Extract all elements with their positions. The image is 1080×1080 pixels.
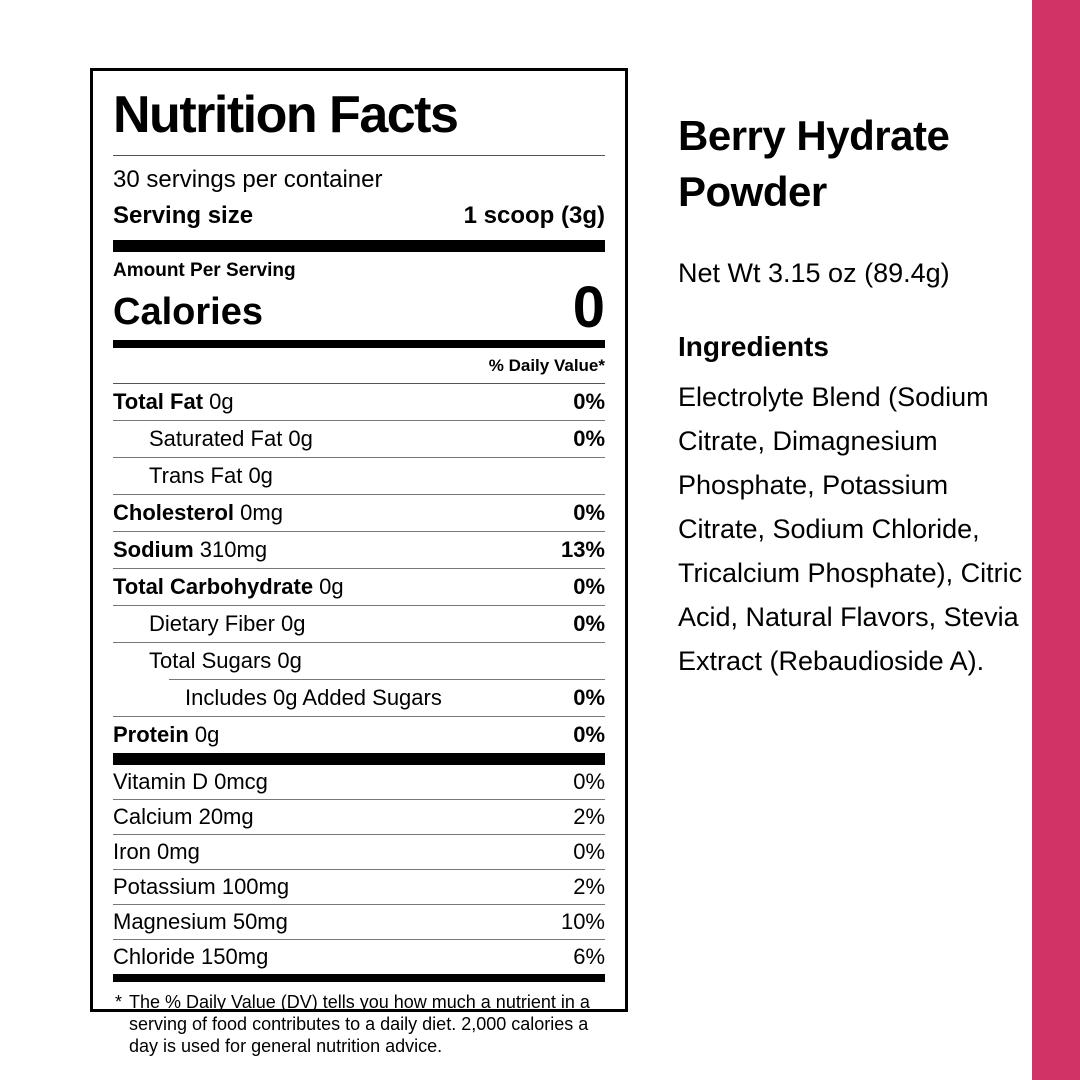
nutrient-daily-value: 0%	[573, 574, 605, 600]
nutrient-row: Includes 0g Added Sugars 0%	[113, 680, 605, 716]
nutrient-row: Dietary Fiber 0g 0%	[113, 606, 605, 642]
nutrient-row: Saturated Fat 0g 0%	[113, 421, 605, 457]
nutrient-daily-value: 0%	[573, 389, 605, 415]
product-info: Berry Hydrate Powder Net Wt 3.15 oz (89.…	[678, 108, 1030, 683]
nutrient-name: Saturated Fat 0g	[149, 426, 313, 452]
net-weight: Net Wt 3.15 oz (89.4g)	[678, 257, 950, 288]
serving-size-value: 1 scoop (3g)	[463, 202, 605, 229]
nutrient-row: Vitamin D 0mcg 0%	[113, 765, 605, 799]
nutrient-name: Total Fat 0g	[113, 389, 234, 415]
nutrient-row: Magnesium 50mg 10%	[113, 905, 605, 939]
row-divider	[113, 605, 605, 607]
nutrient-daily-value: 13%	[560, 537, 605, 563]
thick-bar	[113, 753, 605, 766]
product-name: Berry Hydrate Powder	[678, 112, 950, 215]
nutrient-name: Protein 0g	[113, 722, 220, 748]
nutrient-name: Dietary Fiber 0g	[149, 611, 306, 637]
row-divider	[113, 642, 605, 644]
nutrient-row: Total Carbohydrate 0g 0%	[113, 569, 605, 605]
nutrient-daily-value: 0%	[573, 685, 605, 711]
nutrient-row: Sodium 310mg 13%	[113, 532, 605, 568]
nutrient-row: Iron 0mg 0%	[113, 835, 605, 869]
nutrient-row: Total Fat 0g 0%	[113, 384, 605, 420]
nutrient-name: Chloride 150mg	[113, 944, 269, 970]
nutrient-row: Total Sugars 0g	[113, 643, 605, 679]
servings-per-container: 30 servings per container	[113, 166, 383, 193]
nutrient-name: Iron 0mg	[113, 839, 200, 865]
row-divider	[113, 869, 605, 871]
nutrient-name: Trans Fat 0g	[149, 463, 273, 489]
row-divider	[113, 420, 605, 422]
micronutrient-rows: Vitamin D 0mcg 0% Calcium 20mg 2% Iron 0mg 0%…	[113, 765, 605, 974]
nutrient-rows: Total Fat 0g 0% Saturated Fat 0g 0% Trans Fa…	[113, 384, 605, 753]
nutrient-name: Calcium 20mg	[113, 804, 254, 830]
nutrient-name: Magnesium 50mg	[113, 909, 288, 935]
nutrient-row: Potassium 100mg 2%	[113, 870, 605, 904]
nutrient-name: Vitamin D 0mcg	[113, 769, 268, 795]
nutrient-daily-value: 0%	[573, 722, 605, 748]
row-divider	[113, 716, 605, 718]
serving-size-label: Serving size	[113, 202, 254, 229]
calories-value: 0	[572, 275, 605, 340]
nutrient-row: Protein 0g 0%	[113, 717, 605, 753]
thick-bar	[113, 240, 605, 252]
nutrition-facts-panel: Nutrition Facts 30 servings per containe…	[90, 68, 628, 1056]
row-divider	[113, 799, 605, 801]
nutrient-daily-value: 0%	[573, 769, 605, 795]
nutrient-daily-value: 10%	[560, 909, 605, 935]
row-divider	[113, 531, 605, 533]
nutrient-name: Cholesterol 0mg	[113, 500, 283, 526]
nutrient-name: Potassium 100mg	[113, 874, 290, 900]
thick-bar	[113, 974, 605, 983]
nutrient-name: Total Sugars 0g	[149, 648, 302, 674]
calories-label: Calories	[113, 291, 263, 334]
nutrient-daily-value: 0%	[573, 611, 605, 637]
ingredients-text: Electrolyte Blend (Sodium Citrate, Dimag…	[678, 381, 1023, 676]
nutrition-facts-title: Nutrition Facts	[113, 86, 459, 144]
row-divider	[113, 904, 605, 906]
footnote-text: The % Daily Value (DV) tells you how muc…	[129, 992, 590, 1057]
nutrient-name: Includes 0g Added Sugars	[185, 685, 442, 711]
serving-size-row: Serving size 1 scoop (3g)	[113, 198, 605, 240]
row-divider	[169, 679, 605, 681]
footnote-asterisk: *	[115, 992, 123, 1013]
nutrient-daily-value: 0%	[573, 426, 605, 452]
nutrient-daily-value: 2%	[573, 874, 605, 900]
calories-row: Calories 0	[113, 275, 605, 340]
nutrient-row: Trans Fat 0g	[113, 458, 605, 494]
accent-bar	[1032, 0, 1080, 1080]
row-divider	[113, 568, 605, 570]
nutrient-daily-value: 6%	[573, 944, 605, 970]
nutrient-name: Total Carbohydrate 0g	[113, 574, 344, 600]
nutrient-daily-value: 0%	[573, 500, 605, 526]
nutrient-row: Calcium 20mg 2%	[113, 800, 605, 834]
nutrient-name: Sodium 310mg	[113, 537, 268, 563]
nutrient-daily-value: 0%	[573, 839, 605, 865]
title-divider	[113, 155, 605, 156]
row-divider	[113, 457, 605, 459]
amount-per-serving-label: Amount Per Serving	[113, 260, 296, 281]
daily-value-footnote: * The % Daily Value (DV) tells you how m…	[113, 982, 605, 1057]
nutrient-daily-value: 2%	[573, 804, 605, 830]
ingredients-heading: Ingredients	[678, 330, 829, 362]
thick-bar	[113, 340, 605, 349]
nutrient-row: Cholesterol 0mg 0%	[113, 495, 605, 531]
row-divider	[113, 939, 605, 941]
row-divider	[113, 834, 605, 836]
nutrient-row: Chloride 150mg 6%	[113, 940, 605, 974]
row-divider	[113, 494, 605, 496]
daily-value-header: % Daily Value*	[113, 348, 605, 385]
